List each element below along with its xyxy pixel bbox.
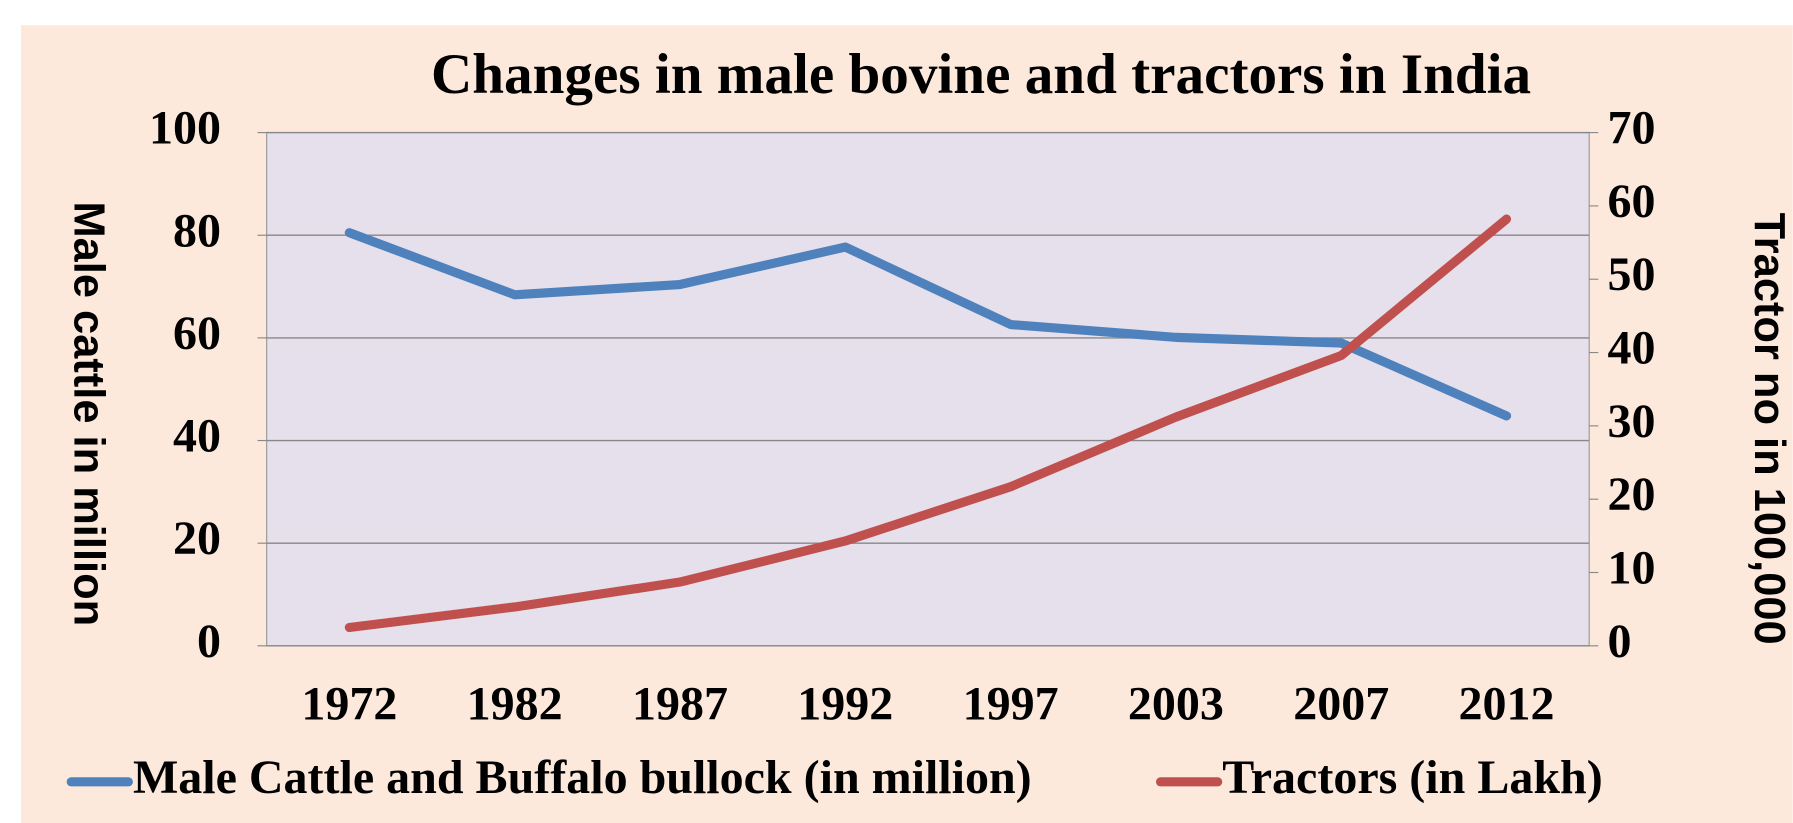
y2-tick-label: 40 [1607,322,1655,375]
y-tick-label: 40 [173,410,221,463]
x-tick-label: 1982 [467,678,563,731]
chart-title: Changes in male bovine and tractors in I… [431,43,1531,106]
x-tick-label: 1997 [963,678,1059,731]
x-tick-label: 1992 [797,678,893,731]
y2-tick-label: 0 [1607,615,1631,668]
y2-tick-label: 10 [1607,542,1655,595]
x-tick-label: 2012 [1459,678,1555,731]
y2-tick-label: 20 [1607,468,1655,521]
plot-area [266,132,1590,647]
legend-label: Tractors (in Lakh) [1222,751,1602,804]
series-line [344,214,1512,633]
x-tick-label: 1972 [301,678,397,731]
y2-tick-label: 50 [1607,248,1655,301]
legend-label: Male Cattle and Buffalo bullock (in mill… [133,751,1032,804]
y2-tick-label: 30 [1607,395,1655,448]
y-tick-label: 60 [173,307,221,360]
y-tick-label: 80 [173,204,221,257]
y-tick-label: 0 [197,615,221,668]
y-axis-title: Male cattle in million [65,201,113,626]
y2-tick-label: 60 [1607,175,1655,228]
x-tick-label: 2003 [1128,678,1224,731]
y-tick-label: 20 [173,512,221,565]
series-line [344,228,1512,421]
y2-axis-title: Tractor no in 100,000 [1745,213,1793,645]
y2-tick-label: 70 [1607,102,1655,155]
y-tick-label: 100 [149,102,221,155]
x-tick-label: 2007 [1293,678,1389,731]
x-tick-label: 1987 [632,678,728,731]
